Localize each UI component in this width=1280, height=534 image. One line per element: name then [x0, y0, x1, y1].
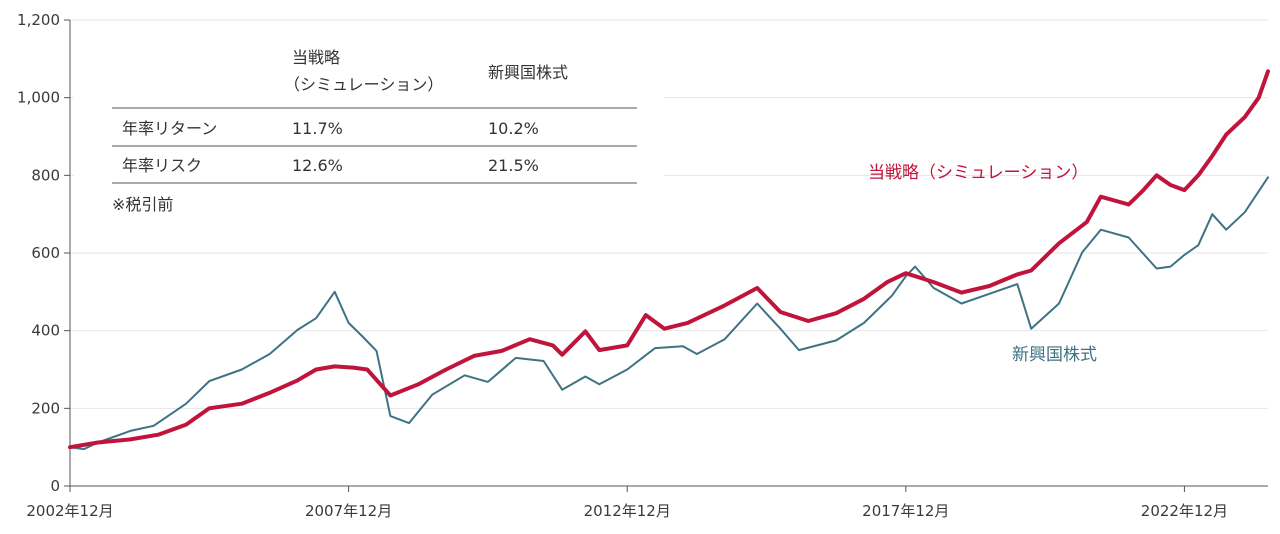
- y-tick-label: 1,200: [17, 11, 60, 29]
- stats-row-label-return: 年率リターン: [122, 119, 217, 138]
- series-label-emerging: 新興国株式: [1012, 345, 1097, 365]
- y-tick-label: 400: [31, 322, 60, 340]
- stats-table-backdrop: [74, 22, 664, 220]
- stats-header-strategy-line1: 当戦略: [292, 48, 340, 67]
- stats-table: 当戦略 （シミュレーション） 新興国株式 年率リターン 11.7% 10.2% …: [112, 48, 637, 214]
- x-tick-label: 2002年12月: [26, 502, 113, 520]
- stats-cell-return-strategy: 11.7%: [292, 119, 343, 138]
- y-tick-label: 1,000: [17, 89, 60, 107]
- stats-header-emerging: 新興国株式: [488, 63, 568, 82]
- y-tick-label: 600: [31, 244, 60, 262]
- series-line-strategy: [68, 69, 1270, 450]
- x-tick-label: 2007年12月: [305, 502, 392, 520]
- series-line-emerging: [69, 176, 1269, 451]
- stats-cell-risk-strategy: 12.6%: [292, 156, 343, 175]
- stats-note: ※税引前: [112, 195, 173, 214]
- series-lines: [68, 69, 1270, 451]
- stats-cell-return-emerging: 10.2%: [488, 119, 539, 138]
- stats-cell-risk-emerging: 21.5%: [488, 156, 539, 175]
- y-tick-label: 800: [31, 166, 60, 184]
- series-label-strategy: 当戦略（シミュレーション）: [868, 163, 1088, 183]
- x-tick-label: 2022年12月: [1141, 502, 1228, 520]
- y-axis-ticks: 0 200 400 600 800 1,000 1,200: [17, 11, 70, 495]
- y-tick-label: 0: [50, 477, 60, 495]
- stats-header-strategy-line2: （シミュレーション）: [284, 75, 443, 94]
- stats-row-label-risk: 年率リスク: [122, 156, 202, 175]
- x-axis-ticks: 2002年12月 2007年12月 2012年12月 2017年12月 2022年12月: [26, 486, 1228, 520]
- x-tick-label: 2012年12月: [584, 502, 671, 520]
- x-tick-label: 2017年12月: [862, 502, 949, 520]
- y-tick-label: 200: [31, 399, 60, 417]
